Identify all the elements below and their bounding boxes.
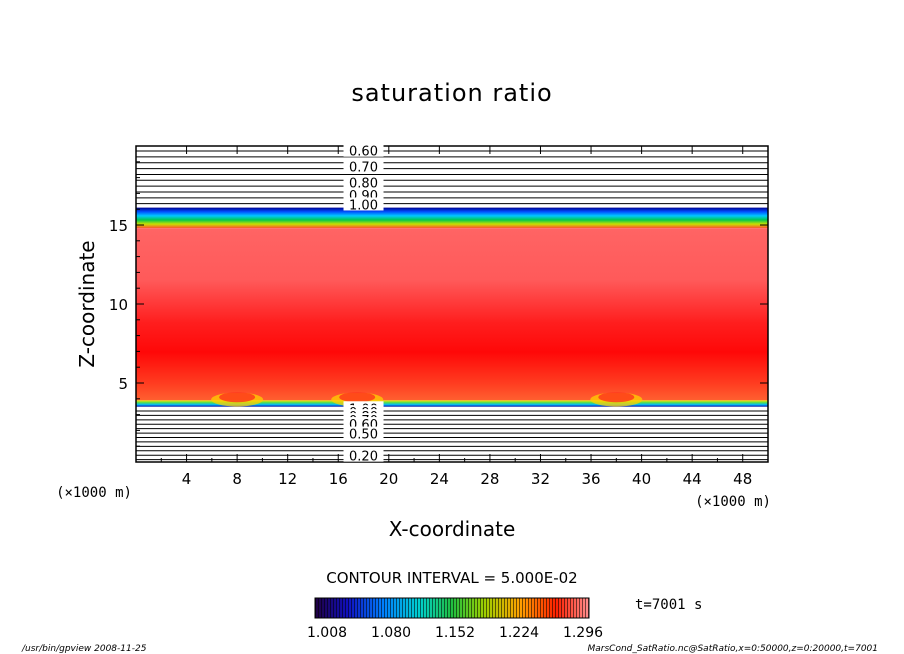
x-tick-label: 36 bbox=[581, 470, 600, 488]
colorbar-tick-label: 1.008 bbox=[307, 625, 347, 641]
colorbar-tick-label: 1.296 bbox=[563, 625, 603, 641]
colorbar-stripes bbox=[315, 598, 589, 618]
y-tick-label: 5 bbox=[118, 375, 128, 393]
x-tick-label: 24 bbox=[430, 470, 449, 488]
upper-transition-band bbox=[136, 207, 768, 229]
contour-label: 1.00 bbox=[349, 198, 378, 213]
plume-core bbox=[339, 392, 376, 403]
x-tick-label: 48 bbox=[733, 470, 752, 488]
x-tick-label: 8 bbox=[232, 470, 242, 488]
x-axis-label: X-coordinate bbox=[389, 517, 516, 541]
colorbar-tick-label: 1.080 bbox=[371, 625, 411, 641]
contour-label: 0.20 bbox=[349, 450, 378, 465]
chart-title: saturation ratio bbox=[351, 79, 552, 107]
x-tick-label: 4 bbox=[182, 470, 192, 488]
colorbar-tick-label: 1.152 bbox=[435, 625, 475, 641]
lower-transition-band bbox=[136, 400, 768, 407]
x-tick-label: 40 bbox=[632, 470, 651, 488]
contour-label: 0.50 bbox=[349, 428, 378, 443]
colorbar-ticks: 1.008 1.080 1.152 1.224 1.296 bbox=[307, 625, 603, 641]
contour-label: 0.80 bbox=[349, 176, 378, 191]
x-tick-label: 12 bbox=[278, 470, 297, 488]
saturation-field bbox=[136, 228, 768, 401]
y-tick-label: 10 bbox=[109, 296, 128, 314]
contour-label-bg bbox=[343, 159, 384, 173]
contour-label-bg bbox=[343, 175, 384, 189]
colorbar-tick-label: 1.224 bbox=[499, 625, 539, 641]
contour-label-bg bbox=[343, 197, 384, 211]
x-tick-label: 16 bbox=[329, 470, 348, 488]
plume-core bbox=[598, 392, 635, 403]
contour-label: 0.60 bbox=[349, 145, 378, 160]
z-unit-label: (×1000 m) bbox=[56, 485, 132, 501]
x-tick-label: 44 bbox=[683, 470, 702, 488]
x-tick-label: 32 bbox=[531, 470, 550, 488]
y-tick-label: 15 bbox=[109, 217, 128, 235]
time-label: t=7001 s bbox=[635, 597, 702, 613]
contour-label-bg bbox=[343, 426, 384, 440]
x-tick-label: 28 bbox=[480, 470, 499, 488]
contour-label-bg bbox=[343, 143, 384, 157]
x-unit-label: (×1000 m) bbox=[695, 494, 771, 510]
y-axis-label: Z-coordinate bbox=[75, 240, 99, 367]
contour-interval-text: CONTOUR INTERVAL = 5.000E-02 bbox=[326, 569, 577, 587]
contour-label-bg bbox=[343, 448, 384, 462]
plot-area bbox=[136, 150, 768, 461]
contour-label: 0.70 bbox=[349, 161, 378, 176]
contour-labels: 0.600.700.800.901.001.000.900.800.700.60… bbox=[343, 143, 384, 465]
footer-left: /usr/bin/gpview 2008-11-25 bbox=[21, 644, 147, 654]
x-tick-label: 20 bbox=[379, 470, 398, 488]
footer-right: MarsCond_SatRatio.nc@SatRatio,x=0:50000,… bbox=[588, 644, 878, 654]
plume-core bbox=[219, 392, 256, 403]
colorbar-frame bbox=[314, 597, 590, 619]
